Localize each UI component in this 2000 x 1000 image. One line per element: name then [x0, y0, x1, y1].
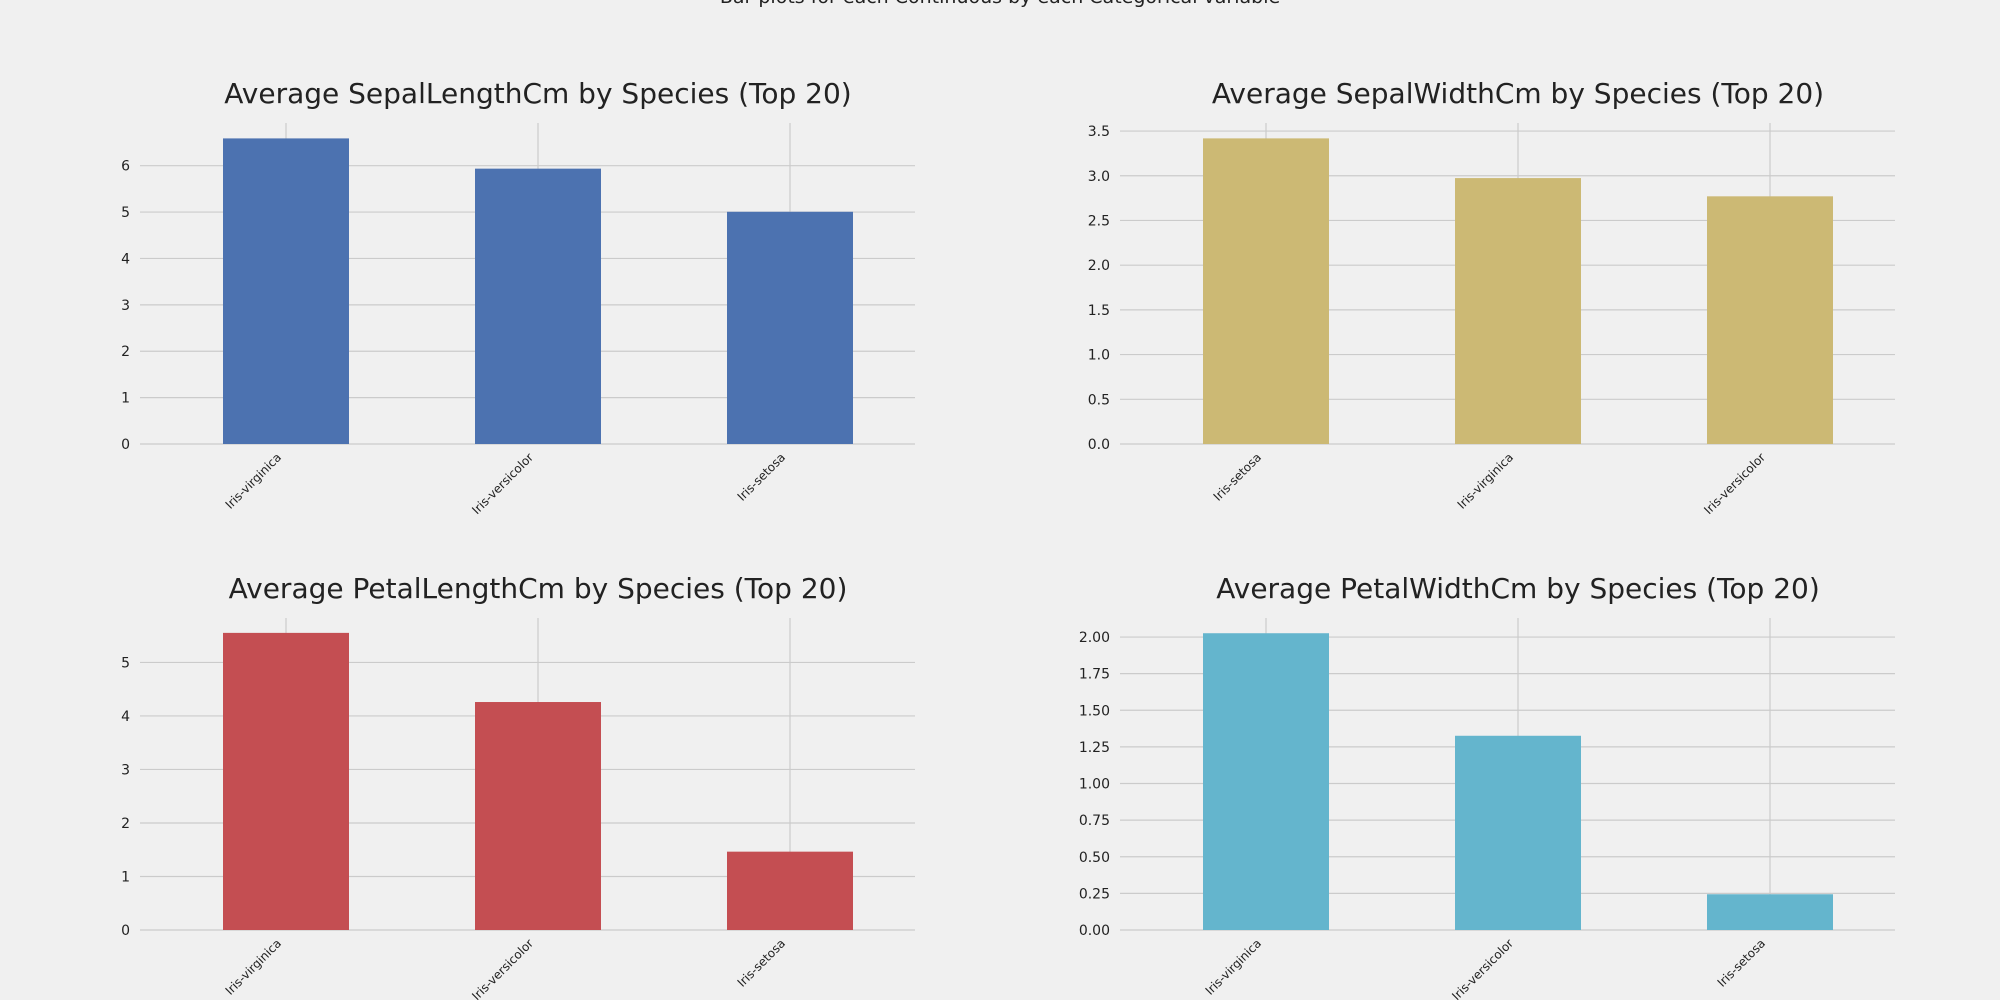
y-tick-label: 3 [121, 298, 130, 314]
y-tick-label: 1.5 [1088, 303, 1110, 319]
y-tick-label: 2 [121, 816, 130, 832]
y-tick-label: 3.0 [1088, 169, 1110, 185]
bar [475, 702, 601, 930]
y-tick-label: 3 [121, 762, 130, 778]
x-tick-label: Iris-versicolor [469, 450, 536, 517]
bar [223, 138, 349, 444]
bar [727, 851, 853, 930]
y-tick-label: 0.0 [1088, 437, 1110, 453]
chart-sepal-length: 0 1 2 3 4 5 6 Iris-virginica Iris-versicolor Iris… [121, 77, 915, 517]
y-tick-label: 1.75 [1079, 667, 1110, 683]
y-tick-label: 3.5 [1088, 124, 1110, 140]
x-tick-label: Iris-versicolor [1449, 936, 1516, 1000]
bar [1707, 196, 1833, 444]
chart-title: Average SepalLengthCm by Species (Top 20… [224, 77, 851, 110]
x-tick-label: Iris-virginica [223, 936, 285, 998]
x-tick-label: Iris-versicolor [1701, 450, 1768, 517]
x-tick-label: Iris-setosa [735, 936, 789, 990]
y-tick-label: 4 [121, 709, 130, 725]
bar [1455, 735, 1581, 930]
bar [1203, 633, 1329, 930]
x-tick-label: Iris-virginica [1455, 450, 1517, 512]
y-tick-label: 5 [121, 205, 130, 221]
y-tick-label: 2.0 [1088, 258, 1110, 274]
chart-title: Average PetalWidthCm by Species (Top 20) [1216, 572, 1820, 605]
y-tick-label: 0.25 [1079, 886, 1110, 902]
bar [475, 168, 601, 444]
figure-suptitle: Bar plots for each Continuous by each Ca… [0, 0, 2000, 8]
bar [1203, 138, 1329, 444]
x-tick-label: Iris-versicolor [469, 936, 536, 1000]
y-tick-label: 0 [121, 437, 130, 453]
chart-title: Average SepalWidthCm by Species (Top 20) [1212, 77, 1824, 110]
x-tick-label: Iris-setosa [1211, 450, 1265, 504]
y-tick-label: 0 [121, 923, 130, 939]
y-tick-label: 1.25 [1079, 740, 1110, 756]
y-tick-label: 6 [121, 159, 130, 175]
y-tick-label: 2 [121, 344, 130, 360]
y-tick-label: 0.50 [1079, 850, 1110, 866]
chart-petal-width: 0.00 0.25 0.50 0.75 1.00 1.25 1.50 1.75 2.00 Iris… [1079, 572, 1895, 1000]
x-tick-label: Iris-setosa [1715, 936, 1769, 990]
bar [727, 211, 853, 444]
bar [1455, 178, 1581, 445]
chart-petal-length: 0 1 2 3 4 5 Iris-virginica Iris-versicolor Iris-… [121, 572, 915, 1000]
y-tick-label: 2.5 [1088, 213, 1110, 229]
bar [223, 632, 349, 930]
y-tick-label: 1.00 [1079, 777, 1110, 793]
y-tick-label: 1 [121, 869, 130, 885]
y-tick-label: 2.00 [1079, 630, 1110, 646]
chart-sepal-width: 0.0 0.5 1.0 1.5 2.0 2.5 3.0 3.5 Iris-setosa Iris-… [1088, 77, 1895, 517]
x-tick-label: Iris-setosa [735, 450, 789, 504]
x-tick-label: Iris-virginica [1203, 936, 1265, 998]
y-tick-label: 0.00 [1079, 923, 1110, 939]
chart-title: Average PetalLengthCm by Species (Top 20… [229, 572, 848, 605]
y-tick-label: 0.5 [1088, 392, 1110, 408]
y-tick-label: 1 [121, 391, 130, 407]
bar [1707, 894, 1833, 930]
y-tick-label: 1.50 [1079, 703, 1110, 719]
y-tick-label: 4 [121, 251, 130, 267]
y-tick-label: 1.0 [1088, 348, 1110, 364]
y-tick-label: 0.75 [1079, 813, 1110, 829]
x-tick-label: Iris-virginica [223, 450, 285, 512]
y-tick-label: 5 [121, 655, 130, 671]
